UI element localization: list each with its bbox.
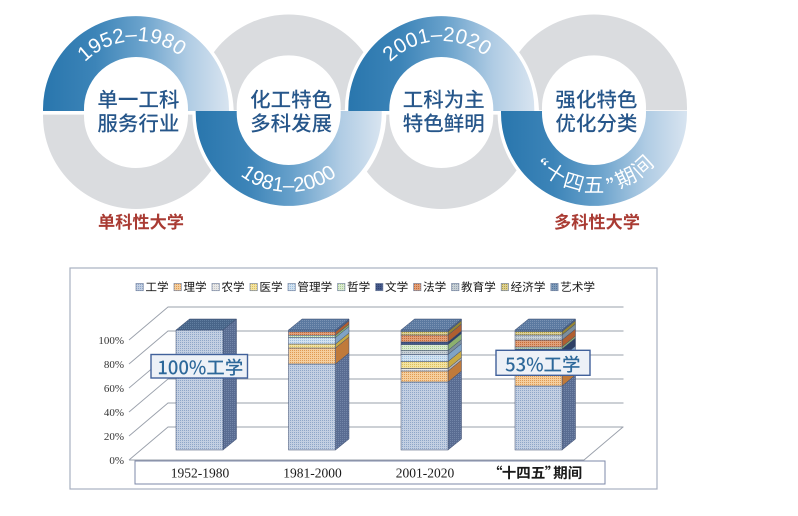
svg-text:1952-1980: 1952-1980 xyxy=(171,466,230,481)
svg-text:0%: 0% xyxy=(109,455,124,467)
svg-text:20%: 20% xyxy=(104,431,124,443)
svg-text:100%: 100% xyxy=(98,335,124,347)
svg-text:1981-2000: 1981-2000 xyxy=(283,466,342,481)
svg-text:80%: 80% xyxy=(104,359,124,371)
svg-text:40%: 40% xyxy=(104,407,124,419)
svg-text:2001-2020: 2001-2020 xyxy=(396,466,455,481)
svg-text:60%: 60% xyxy=(104,383,124,395)
